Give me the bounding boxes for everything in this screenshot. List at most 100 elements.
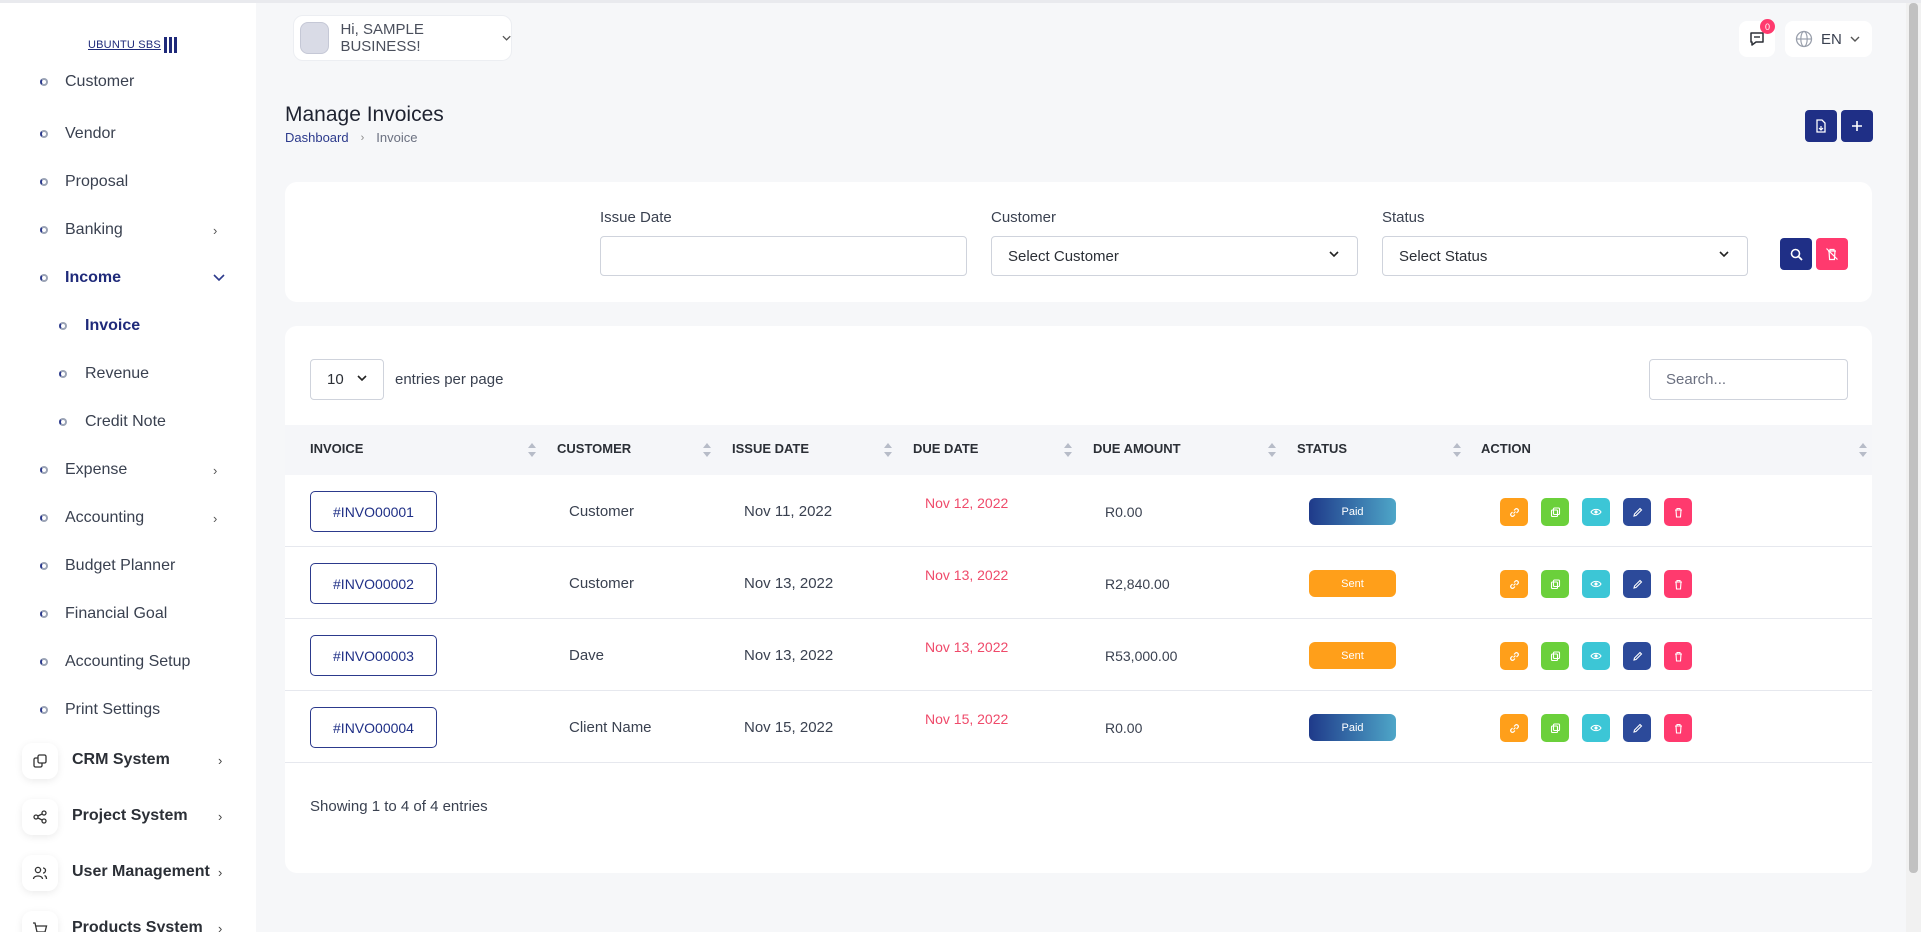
table-row: #INVO00003 Dave Nov 13, 2022 Nov 13, 202… — [285, 619, 1872, 691]
sidebar-item-income[interactable]: Income — [0, 263, 256, 293]
breadcrumb-separator-icon: › — [360, 131, 365, 144]
col-invoice[interactable]: INVOICE — [310, 441, 364, 456]
customer-select[interactable]: Select Customer — [991, 236, 1358, 276]
sidebar-section-label: CRM System — [72, 751, 170, 768]
col-issue-date[interactable]: ISSUE DATE — [732, 441, 810, 456]
link-icon — [1509, 723, 1519, 733]
sidebar-item-revenue[interactable]: Revenue — [0, 359, 256, 389]
sidebar-item-vendor[interactable]: Vendor — [0, 119, 256, 149]
trash-icon — [1674, 579, 1682, 590]
edit-button[interactable] — [1623, 498, 1651, 526]
col-customer[interactable]: CUSTOMER — [557, 441, 632, 456]
delete-button[interactable] — [1664, 498, 1692, 526]
sidebar-item-accounting[interactable]: Accounting › — [0, 503, 256, 533]
sort-icon — [884, 443, 892, 457]
sort-icon — [1064, 443, 1072, 457]
view-button[interactable] — [1582, 714, 1610, 742]
sidebar-item-label: Financial Goal — [65, 605, 168, 622]
chevron-right-icon: › — [213, 223, 218, 238]
row-due-amount: R0.00 — [1105, 720, 1143, 736]
sidebar-section-crm-system[interactable]: CRM System › — [0, 739, 256, 783]
top-divider — [0, 0, 1921, 3]
sort-icon — [703, 443, 711, 457]
sidebar: UBUNTU SBS Customer Vendor Proposal Bank… — [0, 3, 256, 932]
edit-button[interactable] — [1623, 714, 1651, 742]
sidebar-item-credit-note[interactable]: Credit Note — [0, 407, 256, 437]
language-selector[interactable]: EN — [1785, 21, 1872, 57]
col-due-amount[interactable]: DUE AMOUNT — [1093, 441, 1181, 456]
avatar — [300, 22, 330, 54]
bullet-icon — [40, 178, 48, 186]
app-logo[interactable]: UBUNTU SBS — [88, 37, 177, 53]
sidebar-section-products-system[interactable]: Products System › — [0, 907, 256, 932]
invoice-number-link[interactable]: #INVO00004 — [310, 707, 437, 748]
chevron-right-icon: › — [218, 809, 223, 824]
sidebar-item-banking[interactable]: Banking › — [0, 215, 256, 245]
eye-icon — [1590, 508, 1602, 516]
delete-button[interactable] — [1664, 642, 1692, 670]
copy-link-button[interactable] — [1500, 498, 1528, 526]
user-menu[interactable]: Hi, SAMPLE BUSINESS! — [293, 15, 512, 61]
sort-icon — [1859, 443, 1867, 457]
scrollbar-thumb[interactable] — [1909, 3, 1918, 873]
breadcrumb-dashboard[interactable]: Dashboard — [285, 130, 349, 145]
edit-button[interactable] — [1623, 570, 1651, 598]
add-invoice-button[interactable] — [1841, 110, 1873, 142]
sidebar-section-project-system[interactable]: Project System › — [0, 795, 256, 839]
col-status[interactable]: STATUS — [1297, 441, 1348, 456]
sidebar-section-user-management[interactable]: User Management › — [0, 851, 256, 895]
reset-filter-button[interactable] — [1816, 238, 1848, 270]
view-button[interactable] — [1582, 498, 1610, 526]
invoice-table-card — [285, 326, 1872, 873]
issue-date-label: Issue Date — [600, 209, 672, 226]
delete-button[interactable] — [1664, 570, 1692, 598]
table-search-input[interactable] — [1649, 359, 1848, 400]
row-due-amount: R53,000.00 — [1105, 648, 1178, 664]
entries-per-page-select[interactable]: 10 — [310, 359, 384, 400]
sort-icon — [1453, 443, 1461, 457]
apply-filter-button[interactable] — [1780, 238, 1812, 270]
bullet-icon — [40, 514, 48, 522]
duplicate-button[interactable] — [1541, 642, 1569, 670]
entries-per-page-label: entries per page — [395, 371, 504, 388]
sidebar-item-label: Banking — [65, 221, 123, 238]
row-due-date: Nov 15, 2022 — [925, 711, 1009, 727]
sidebar-item-proposal[interactable]: Proposal — [0, 167, 256, 197]
sidebar-item-expense[interactable]: Expense › — [0, 455, 256, 485]
status-select[interactable]: Select Status — [1382, 236, 1748, 276]
duplicate-button[interactable] — [1541, 498, 1569, 526]
invoice-number-link[interactable]: #INVO00002 — [310, 563, 437, 604]
sidebar-item-budget-planner[interactable]: Budget Planner — [0, 551, 256, 581]
page-scrollbar[interactable] — [1906, 3, 1921, 932]
logo-text: UBUNTU SBS — [88, 39, 161, 51]
view-button[interactable] — [1582, 642, 1610, 670]
col-due-date[interactable]: DUE DATE — [913, 441, 979, 456]
sidebar-item-financial-goal[interactable]: Financial Goal — [0, 599, 256, 629]
notifications-button[interactable]: 0 — [1739, 19, 1775, 57]
duplicate-button[interactable] — [1541, 714, 1569, 742]
status-badge: Paid — [1309, 498, 1396, 525]
export-button[interactable] — [1805, 110, 1837, 142]
copy-link-button[interactable] — [1500, 642, 1528, 670]
duplicate-button[interactable] — [1541, 570, 1569, 598]
sidebar-item-label: Revenue — [85, 365, 150, 382]
bullet-icon — [59, 370, 67, 378]
copy-link-button[interactable] — [1500, 714, 1528, 742]
notification-badge: 0 — [1760, 19, 1775, 34]
sidebar-item-invoice[interactable]: Invoice — [0, 311, 256, 341]
view-button[interactable] — [1582, 570, 1610, 598]
edit-button[interactable] — [1623, 642, 1651, 670]
user-greeting: Hi, SAMPLE BUSINESS! — [340, 21, 424, 55]
delete-button[interactable] — [1664, 714, 1692, 742]
sidebar-item-print-settings[interactable]: Print Settings — [0, 695, 256, 725]
issue-date-input[interactable] — [600, 236, 967, 276]
table-header: INVOICE CUSTOMER ISSUE DATE DUE DATE DUE… — [285, 425, 1872, 475]
sidebar-item-accounting-setup[interactable]: Accounting Setup — [0, 647, 256, 677]
sidebar-item-customer[interactable]: Customer — [0, 69, 256, 99]
bullet-icon — [40, 78, 48, 86]
pagination-info: Showing 1 to 4 of 4 entries — [310, 798, 488, 815]
invoice-number-link[interactable]: #INVO00001 — [310, 491, 437, 532]
col-action[interactable]: ACTION — [1481, 441, 1531, 456]
invoice-number-link[interactable]: #INVO00003 — [310, 635, 437, 676]
copy-link-button[interactable] — [1500, 570, 1528, 598]
